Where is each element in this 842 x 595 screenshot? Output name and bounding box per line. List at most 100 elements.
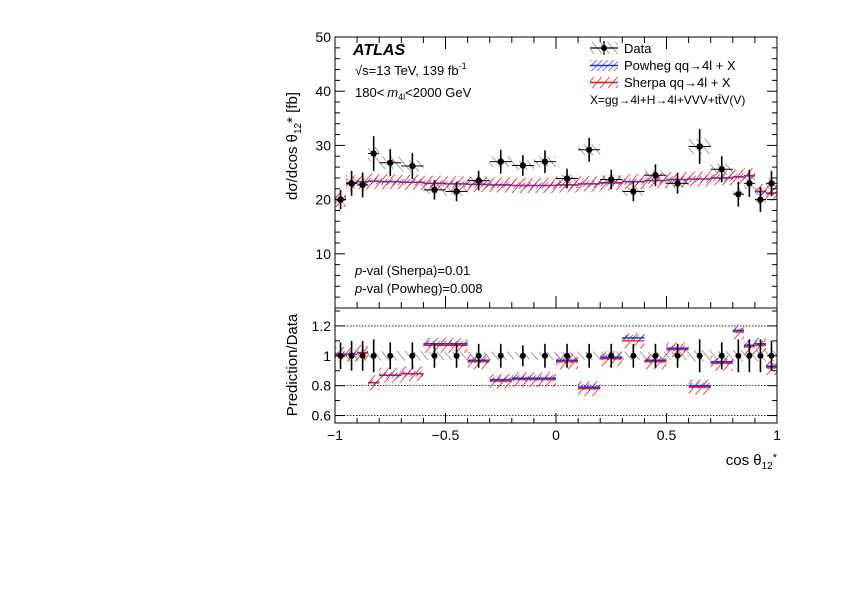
ratio-data-point-21 <box>746 352 753 359</box>
legend: Data Powheg qq→4l + X Sherpa qq→4l + X X… <box>590 41 745 107</box>
pval-sherpa-text: -val (Sherpa)=0.01 <box>362 263 470 278</box>
top-y-tick-label-10: 10 <box>315 246 331 262</box>
ratio-data-point-8 <box>475 352 482 359</box>
legend-sherpa-label: Sherpa qq→4l + X <box>624 75 731 90</box>
ratio-y-axis-ticks: 0.6 0.8 1 1.2 <box>312 310 777 424</box>
top-uncertainty-bands <box>335 138 777 208</box>
experiment-label: ATLAS <box>352 42 405 59</box>
mass-cut-left: 180< <box>355 85 384 100</box>
pval-powheg: p-val (Powheg)=0.008 <box>354 281 483 296</box>
ratio-data-point-22 <box>757 352 764 359</box>
data-point-3 <box>370 150 377 157</box>
top-y-tick-label-30: 30 <box>315 137 331 153</box>
ratio-y-tick-label-0.8: 0.8 <box>312 378 332 394</box>
data-point-19 <box>718 166 725 173</box>
ratio-data-point-10 <box>519 352 526 359</box>
mass-cut-right: <2000 GeV <box>405 85 471 100</box>
ratio-data-point-5 <box>409 352 416 359</box>
top-y-label-main: dσ/dcos θ <box>284 134 301 200</box>
sqrt-s-symbol: √s <box>355 63 369 78</box>
mass-cut-sub: 4l <box>398 92 405 102</box>
data-point-23 <box>768 180 775 187</box>
x-tick-label-1: 1 <box>773 427 781 443</box>
data-point-8 <box>475 177 482 184</box>
top-y-axis-label: dσ/dcos θ12* [fb] <box>284 92 304 200</box>
data-point-12 <box>563 175 571 182</box>
energy-text: =13 TeV, 139 fb <box>369 63 459 78</box>
legend-x-definition: X=gg→4l+H→4l+VVV+tt̄V(V) <box>590 93 745 107</box>
data-point-22 <box>757 196 764 203</box>
x-tick-label-0: 0 <box>552 427 560 443</box>
ratio-data-point-16 <box>652 352 659 359</box>
legend-sherpa-entry: Sherpa qq→4l + X <box>590 75 731 90</box>
ratio-y-tick-label-1.2: 1.2 <box>312 318 332 334</box>
legend-data-entry: Data <box>590 41 652 56</box>
top-y-axis-ticks: 10 20 30 40 50 <box>315 29 777 309</box>
top-y-tick-label-50: 50 <box>315 29 331 45</box>
ratio-data-point-18 <box>696 352 703 359</box>
ratio-data-point-20 <box>735 352 742 359</box>
pval-powheg-p: p <box>354 281 362 296</box>
top-panel: 10 20 30 40 50 ATLAS √s=13 TeV, 139 fb-1 180… <box>284 29 778 309</box>
data-point-21 <box>746 180 753 187</box>
ratio-y-tick-label-0.6: 0.6 <box>312 408 332 424</box>
ratio-data-points <box>337 339 775 373</box>
top-y-tick-label-20: 20 <box>315 192 331 208</box>
data-point-16 <box>652 172 659 179</box>
top-y-tick-label-40: 40 <box>315 83 331 99</box>
data-point-2 <box>359 181 366 189</box>
ratio-data-point-13 <box>586 352 593 359</box>
data-point-4 <box>387 159 394 166</box>
data-point-15 <box>630 188 637 195</box>
pval-sherpa-p: p <box>354 263 362 278</box>
data-point-6 <box>431 186 438 194</box>
ratio-data-point-17 <box>674 352 681 359</box>
x-label-main: cos θ <box>726 452 762 469</box>
x-tick-label-0.5: 0.5 <box>657 427 677 443</box>
mass-cut-label: 180< m4l<2000 GeV <box>355 85 472 102</box>
legend-data-marker <box>601 45 607 51</box>
data-point-14 <box>608 176 615 183</box>
top-x-axis-ticks <box>334 37 778 308</box>
ratio-panel: 0.6 0.8 1 1.2 −1 −0.5 0 0.5 1 Prediction/Data c… <box>284 307 781 472</box>
mass-cut-var: m <box>387 85 398 100</box>
ratio-data-point-3 <box>370 352 377 359</box>
x-label-tail: * <box>773 452 778 464</box>
energy-lumi-label: √s=13 TeV, 139 fb-1 <box>355 61 467 78</box>
top-data-points <box>335 129 777 213</box>
ratio-data-point-19 <box>718 352 725 359</box>
ratio-data-point-4 <box>387 352 394 359</box>
data-point-18 <box>696 143 703 150</box>
ratio-y-tick-label-1: 1 <box>323 348 331 364</box>
data-point-11 <box>541 158 549 165</box>
lumi-exponent: -1 <box>459 61 467 71</box>
pval-sherpa: p-val (Sherpa)=0.01 <box>354 263 470 278</box>
data-point-17 <box>674 180 681 187</box>
legend-powheg-entry: Powheg qq→4l + X <box>590 58 736 73</box>
ratio-data-point-1 <box>348 352 355 359</box>
x-tick-label--1: −1 <box>327 427 343 443</box>
ratio-data-point-14 <box>608 352 615 359</box>
ratio-data-point-15 <box>630 352 637 359</box>
ratio-data-point-11 <box>541 352 548 359</box>
x-axis-label: cos θ12* <box>726 452 778 472</box>
data-point-7 <box>453 188 460 195</box>
pval-powheg-text: -val (Powheg)=0.008 <box>362 281 482 296</box>
data-point-10 <box>519 162 527 169</box>
ratio-y-axis-label: Prediction/Data <box>284 313 301 416</box>
ratio-data-point-7 <box>453 352 460 359</box>
x-label-sub: 12 <box>762 461 774 472</box>
top-y-label-sub: 12 <box>293 122 304 134</box>
data-point-1 <box>348 180 355 187</box>
data-point-9 <box>497 158 504 165</box>
legend-data-label: Data <box>624 41 652 56</box>
top-y-label-tail: * [fb] <box>284 92 301 123</box>
x-tick-label--0.5: −0.5 <box>432 427 460 443</box>
legend-powheg-label: Powheg qq→4l + X <box>624 58 736 73</box>
data-point-13 <box>585 146 593 153</box>
ratio-x-axis-ticks: −1 −0.5 0 0.5 1 <box>327 413 781 443</box>
ratio-data-point-9 <box>497 352 504 359</box>
ratio-data-point-2 <box>359 352 366 359</box>
data-point-5 <box>409 162 416 170</box>
